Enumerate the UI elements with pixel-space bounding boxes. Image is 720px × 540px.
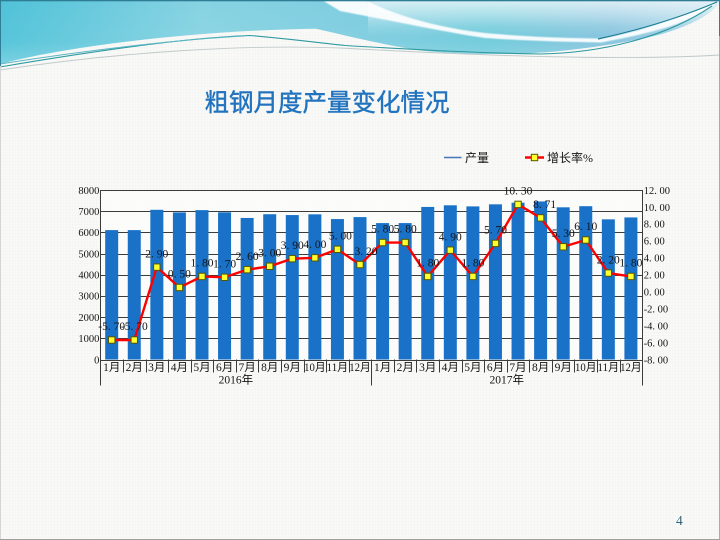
svg-text:4. 00: 4. 00 (644, 254, 665, 265)
svg-text:12. 00: 12. 00 (644, 186, 670, 197)
svg-text:8月: 8月 (532, 362, 549, 374)
svg-text:2. 00: 2. 00 (644, 271, 665, 282)
svg-text:1. 70: 1. 70 (213, 259, 236, 271)
svg-text:0. 00: 0. 00 (644, 288, 665, 299)
svg-text:3. 20: 3. 20 (355, 246, 378, 258)
svg-text:6. 00: 6. 00 (644, 237, 665, 248)
svg-text:3000: 3000 (78, 292, 99, 303)
svg-text:8000: 8000 (78, 186, 99, 197)
svg-text:5. 80: 5. 80 (394, 224, 417, 236)
svg-text:10月: 10月 (304, 362, 326, 374)
svg-text:-6. 00: -6. 00 (644, 338, 669, 349)
svg-text:产量: 产量 (465, 151, 489, 165)
svg-text:3. 00: 3. 00 (258, 248, 281, 260)
svg-text:11月: 11月 (598, 362, 620, 374)
svg-text:9月: 9月 (284, 362, 301, 374)
svg-text:2月: 2月 (397, 362, 414, 374)
svg-text:0. 50: 0. 50 (168, 269, 191, 281)
svg-text:增长率%: 增长率% (547, 150, 593, 165)
svg-text:2016年: 2016年 (219, 373, 254, 387)
svg-text:2017年: 2017年 (490, 373, 525, 387)
svg-text:-5. 70: -5. 70 (121, 321, 148, 333)
svg-text:5. 80: 5. 80 (371, 224, 394, 236)
svg-text:1. 80: 1. 80 (461, 258, 484, 270)
svg-text:11月: 11月 (327, 362, 349, 374)
svg-text:5月: 5月 (193, 362, 210, 374)
svg-text:9月: 9月 (555, 362, 572, 374)
svg-text:4. 00: 4. 00 (303, 239, 326, 251)
svg-text:1. 80: 1. 80 (416, 258, 439, 270)
svg-text:5. 30: 5. 30 (552, 228, 575, 240)
svg-text:12月: 12月 (349, 362, 371, 374)
svg-text:4月: 4月 (171, 362, 188, 374)
svg-text:6. 10: 6. 10 (574, 221, 597, 233)
svg-text:2000: 2000 (78, 313, 99, 324)
svg-text:1000: 1000 (78, 334, 99, 345)
svg-text:3月: 3月 (148, 362, 165, 374)
svg-text:2. 90: 2. 90 (145, 248, 168, 260)
svg-text:5月: 5月 (464, 362, 481, 374)
svg-text:6000: 6000 (78, 228, 99, 239)
svg-text:6月: 6月 (487, 362, 504, 374)
svg-text:10. 00: 10. 00 (644, 203, 670, 214)
svg-text:5000: 5000 (78, 249, 99, 260)
svg-text:8月: 8月 (261, 362, 278, 374)
svg-text:3. 90: 3. 90 (281, 240, 304, 252)
svg-text:8. 71: 8. 71 (533, 199, 556, 211)
svg-text:-5. 70: -5. 70 (98, 321, 125, 333)
svg-text:12月: 12月 (620, 362, 642, 374)
svg-text:8. 00: 8. 00 (644, 220, 665, 231)
svg-text:7月: 7月 (238, 362, 255, 374)
svg-text:5. 70: 5. 70 (484, 225, 507, 237)
svg-text:4. 90: 4. 90 (439, 231, 462, 243)
svg-text:3月: 3月 (419, 362, 436, 374)
svg-text:0: 0 (94, 355, 99, 366)
svg-text:6月: 6月 (216, 362, 233, 374)
svg-text:1. 80: 1. 80 (191, 258, 214, 270)
svg-text:10月: 10月 (575, 362, 597, 374)
svg-text:5. 00: 5. 00 (329, 231, 352, 243)
svg-text:2. 20: 2. 20 (597, 254, 620, 266)
svg-text:2月: 2月 (126, 362, 143, 374)
svg-text:1. 80: 1. 80 (619, 258, 642, 270)
svg-text:4月: 4月 (442, 362, 459, 374)
svg-text:1月: 1月 (103, 362, 120, 374)
svg-text:2. 60: 2. 60 (236, 251, 259, 263)
svg-text:-4. 00: -4. 00 (644, 321, 669, 332)
svg-text:4000: 4000 (78, 271, 99, 282)
svg-text:7月: 7月 (509, 362, 526, 374)
svg-text:-8. 00: -8. 00 (644, 355, 669, 366)
svg-text:-2. 00: -2. 00 (644, 304, 669, 315)
svg-text:7000: 7000 (78, 207, 99, 218)
svg-text:10. 30: 10. 30 (504, 186, 533, 198)
svg-text:1月: 1月 (374, 362, 391, 374)
